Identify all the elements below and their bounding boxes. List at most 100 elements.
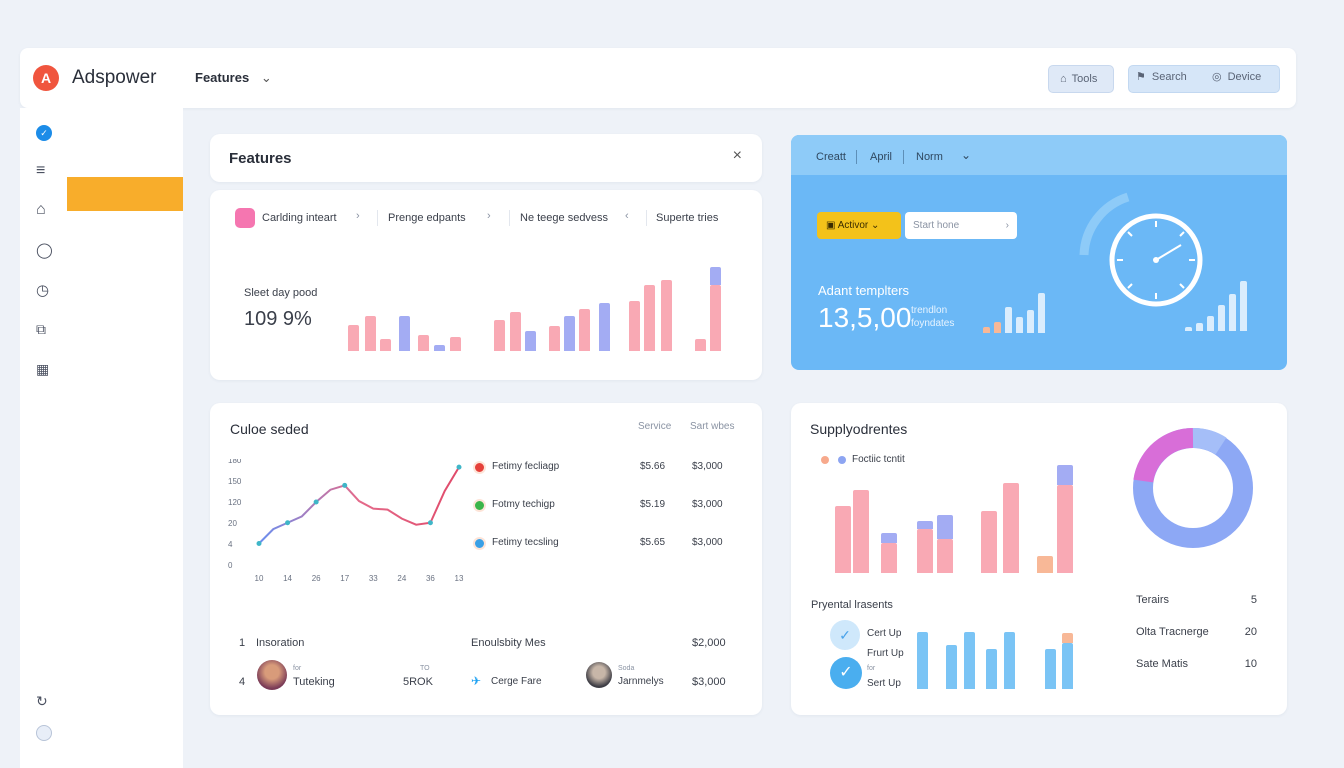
- tab-norm[interactable]: Norm: [916, 151, 943, 163]
- stat-value: 109 9%: [244, 308, 312, 330]
- y-tick-label: 20: [228, 519, 237, 528]
- bar: [579, 309, 590, 351]
- bar: [1027, 310, 1034, 333]
- bar: [1045, 649, 1056, 689]
- start-input[interactable]: Start hone ›: [905, 212, 1017, 239]
- bar: [1062, 633, 1073, 643]
- x-tick-label: 33: [369, 574, 378, 583]
- line-chart: 180 150 120 20 4 0 10 14 26 17 33 24 36 13: [228, 459, 464, 583]
- service-name[interactable]: Fetimy tecsling: [492, 537, 559, 548]
- line-card-title: Culoe seded: [230, 421, 309, 437]
- bar: [710, 267, 721, 285]
- device-button-label: Device: [1227, 71, 1262, 83]
- bar: [1037, 556, 1053, 573]
- bar: [1185, 327, 1192, 331]
- chat-icon[interactable]: ◯: [36, 242, 53, 259]
- sidebar-active-highlight[interactable]: [67, 177, 183, 211]
- menu-icon[interactable]: ≡: [36, 162, 46, 179]
- user-caption: for: [293, 665, 302, 672]
- x-tick-label: 26: [312, 574, 321, 583]
- footer-item-1[interactable]: Insoration: [256, 637, 305, 649]
- search-device-group: [1128, 65, 1280, 93]
- donut-chart: [1133, 427, 1253, 548]
- user-name[interactable]: Tuteking: [293, 676, 335, 688]
- blue-dot-icon[interactable]: ✓: [36, 125, 52, 141]
- bar: [629, 301, 640, 351]
- check-filled-icon[interactable]: ✓: [830, 657, 862, 689]
- bar: [853, 490, 869, 573]
- tab-april[interactable]: April: [870, 151, 893, 163]
- avatar[interactable]: [257, 660, 287, 690]
- column-header-service: Service: [638, 421, 672, 432]
- blue-panel-value: 13,5,00: [818, 302, 912, 333]
- settings-icon: ◎: [1212, 71, 1222, 83]
- bar: [1196, 323, 1203, 331]
- data-point: [256, 541, 262, 547]
- footer-val-1: $2,000: [692, 637, 726, 649]
- footer-val-2: 5ROK: [403, 676, 433, 688]
- tab-creatt[interactable]: Creatt: [816, 151, 846, 163]
- chevron-down-icon[interactable]: ⌄: [961, 148, 972, 162]
- y-tick-label: 120: [228, 498, 242, 507]
- calendar-icon[interactable]: ▦: [36, 361, 50, 377]
- step-3[interactable]: Ne teege sedvess: [520, 212, 609, 224]
- x-tick-label: 24: [397, 574, 406, 583]
- check-icon[interactable]: ✓: [830, 620, 860, 650]
- app-logo-icon[interactable]: A: [33, 65, 59, 91]
- tab-divider: [903, 150, 904, 164]
- bar: [450, 337, 461, 351]
- step-4[interactable]: Superte tries: [656, 212, 719, 224]
- step-2[interactable]: Prenge edpants: [388, 212, 466, 224]
- user-icon: ⚑: [1136, 71, 1146, 83]
- close-icon[interactable]: ×: [732, 147, 742, 164]
- bar: [983, 327, 990, 333]
- profile-icon[interactable]: [36, 725, 52, 741]
- blue-mini-bars-2: [1183, 275, 1263, 331]
- chevron-right-icon: ›: [487, 210, 491, 222]
- user-caption-2: TO: [420, 665, 430, 672]
- twitter-label[interactable]: Cerge Fare: [491, 676, 542, 687]
- bar: [1218, 305, 1225, 331]
- x-tick-label: 13: [455, 574, 464, 583]
- bar: [917, 521, 933, 529]
- bar: [1005, 307, 1012, 333]
- green-icon: [473, 499, 486, 512]
- search-button[interactable]: ⚑ Search: [1136, 70, 1187, 83]
- bar: [661, 280, 672, 351]
- user-caption-3: Soda: [618, 665, 635, 672]
- y-tick-label: 4: [228, 540, 233, 549]
- app-name: Adspower: [72, 67, 157, 88]
- data-point: [285, 520, 291, 526]
- tools-button[interactable]: ⌂ Tools: [1048, 65, 1114, 93]
- data-point: [427, 520, 433, 526]
- logout-icon[interactable]: ↻: [36, 693, 48, 709]
- service-name[interactable]: Fetimy fecliagp: [492, 461, 560, 472]
- check-label-2: Frurt Up: [867, 648, 904, 659]
- service-name[interactable]: Fotmy techigp: [492, 499, 555, 510]
- features-dropdown-label: Features: [195, 70, 250, 85]
- bar: [399, 316, 410, 351]
- app-icon: [235, 208, 255, 228]
- start-input-placeholder: Start hone: [913, 220, 960, 231]
- share-icon[interactable]: ⧉: [36, 321, 46, 337]
- twitter-icon[interactable]: ✈: [471, 674, 482, 688]
- avatar[interactable]: [586, 662, 612, 688]
- bar: [1016, 317, 1023, 333]
- y-tick-label: 0: [228, 561, 233, 570]
- clock-icon[interactable]: ◷: [36, 282, 50, 299]
- search-button-label: Search: [1151, 71, 1187, 83]
- device-button[interactable]: ◎ Device: [1212, 70, 1261, 83]
- home-icon[interactable]: ⌂: [36, 201, 46, 218]
- activor-badge[interactable]: ▣ Activor ⌄: [817, 212, 901, 239]
- step-1[interactable]: Carlding inteart: [262, 212, 337, 224]
- legend-dot-orange: [821, 456, 829, 464]
- features-dropdown[interactable]: Features ⌄: [195, 70, 272, 86]
- blue-bar-chart: [915, 629, 1085, 689]
- bar: [881, 533, 897, 543]
- bar: [599, 303, 610, 351]
- bar: [994, 322, 1001, 333]
- user-name-2[interactable]: Jarnmelys: [618, 676, 664, 687]
- stat-label: Terairs: [1136, 594, 1170, 606]
- blue-mini-bars-1: [981, 283, 1061, 333]
- footer-num-1: 1: [239, 637, 246, 649]
